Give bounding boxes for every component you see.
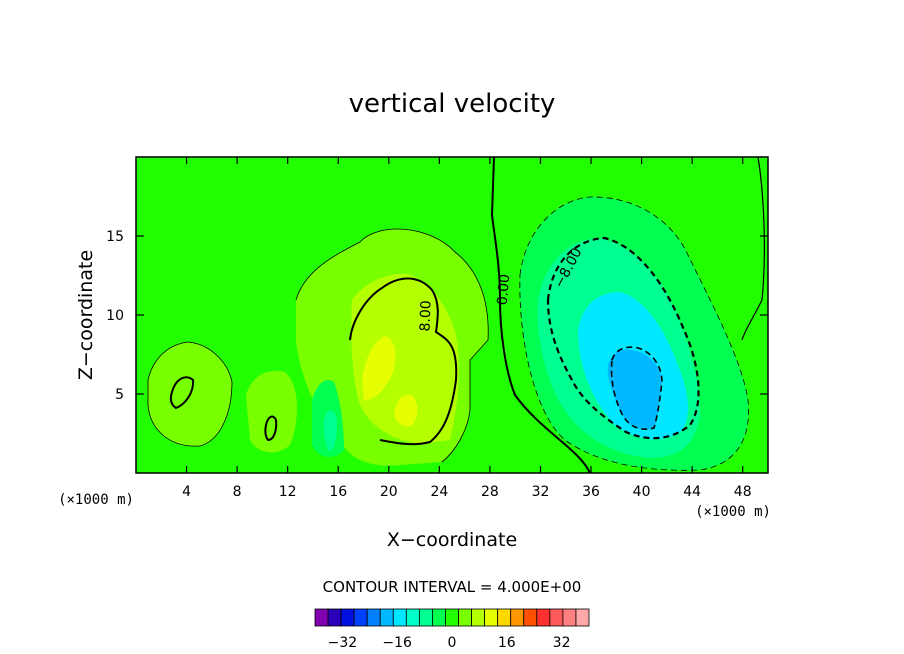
colorbar-swatch xyxy=(484,608,499,627)
contour-line-zero xyxy=(490,156,591,474)
x-tick-label: 36 xyxy=(582,484,600,500)
colorbar-tick-label: −16 xyxy=(382,635,412,651)
x-tick-label: 32 xyxy=(532,484,550,500)
colorbar-swatch xyxy=(510,608,525,627)
colorbar-tick-label: 16 xyxy=(498,635,516,651)
contour-fill-moderate-updraft xyxy=(351,273,459,444)
y-axis-label: Z−coordinate xyxy=(75,250,97,380)
x-axis-label: X−coordinate xyxy=(387,529,517,551)
x-tick-label: 4 xyxy=(182,484,191,500)
colorbar-swatch xyxy=(340,608,355,627)
x-tick-label: 8 xyxy=(233,484,242,500)
colorbar-swatch xyxy=(432,608,446,627)
colorbar-swatch xyxy=(497,608,512,627)
colorbar-swatch xyxy=(314,608,329,627)
y-tick-label: 10 xyxy=(106,308,124,324)
contour-fill-strong-updraft-2 xyxy=(394,394,418,427)
contour-label-8-updraft: 8.00 xyxy=(417,300,434,332)
colorbar-swatch xyxy=(366,608,381,627)
contour-line-neg8 xyxy=(546,236,700,440)
colorbar-tick-label: 32 xyxy=(553,635,571,651)
contour-line-neg16 xyxy=(610,346,663,430)
colorbar-swatch xyxy=(549,608,564,627)
colorbar-swatch xyxy=(392,608,407,627)
x-tick-label: 20 xyxy=(380,484,398,500)
contour-label-zero: 0.00 xyxy=(495,273,514,305)
colorbar-swatch xyxy=(353,608,368,627)
contour-line-8-west xyxy=(169,376,195,410)
chart-title: vertical velocity xyxy=(349,89,556,119)
x-tick-label: 28 xyxy=(481,484,499,500)
colorbar-swatch xyxy=(575,608,590,627)
colorbar-swatch xyxy=(562,608,577,627)
colorbar-swatch xyxy=(523,608,538,627)
x-tick-label: 44 xyxy=(683,484,701,500)
colorbar-swatch xyxy=(536,608,551,627)
contour-line-8-updraft xyxy=(349,277,458,446)
colorbar-swatch xyxy=(471,608,486,627)
plot-area: 8.00 0.00 −8.00 xyxy=(135,156,769,474)
x-tick-label: 16 xyxy=(329,484,347,500)
colorbar-swatch xyxy=(379,608,394,627)
x-unit-left: (×1000 m) xyxy=(58,492,134,508)
colorbar-tick-label: 0 xyxy=(448,635,457,651)
y-tick-label: 5 xyxy=(115,387,124,403)
colorbar-tick-label: −32 xyxy=(328,635,358,651)
x-axis: 4 8 12 16 20 24 28 32 36 40 44 48 xyxy=(182,157,752,500)
x-tick-label: 40 xyxy=(633,484,651,500)
contour-interval-label: CONTOUR INTERVAL = 4.000E+00 xyxy=(323,578,582,596)
colorbar-swatch xyxy=(458,608,472,627)
contour-line-8-center xyxy=(264,415,278,442)
colorbar-swatch xyxy=(327,608,342,627)
y-tick-label: 15 xyxy=(106,229,124,245)
x-tick-label: 12 xyxy=(279,484,297,500)
y-axis: 5 10 15 xyxy=(106,229,768,403)
colorbar-swatch xyxy=(418,608,433,627)
contour-line-right-edge xyxy=(741,156,765,341)
colorbar: −32 −16 0 16 32 xyxy=(314,608,590,651)
contour-fill-strong-updraft xyxy=(362,336,396,401)
x-tick-label: 48 xyxy=(734,484,752,500)
contour-line-4-west xyxy=(147,341,233,447)
contour-line-4-updraft xyxy=(295,228,489,463)
x-unit-right: (×1000 m) xyxy=(695,504,771,520)
contour-line-neg4 xyxy=(519,196,749,471)
contour-fill-sub-updraft xyxy=(165,370,192,405)
contour-fill-weak-updraft-2 xyxy=(246,370,297,453)
x-tick-label: 24 xyxy=(430,484,448,500)
colorbar-swatch xyxy=(405,608,420,627)
contour-fill-downdraft-core xyxy=(607,349,662,430)
contour-fill-downdraft-west-core xyxy=(323,410,337,452)
colorbar-swatch xyxy=(445,608,459,627)
